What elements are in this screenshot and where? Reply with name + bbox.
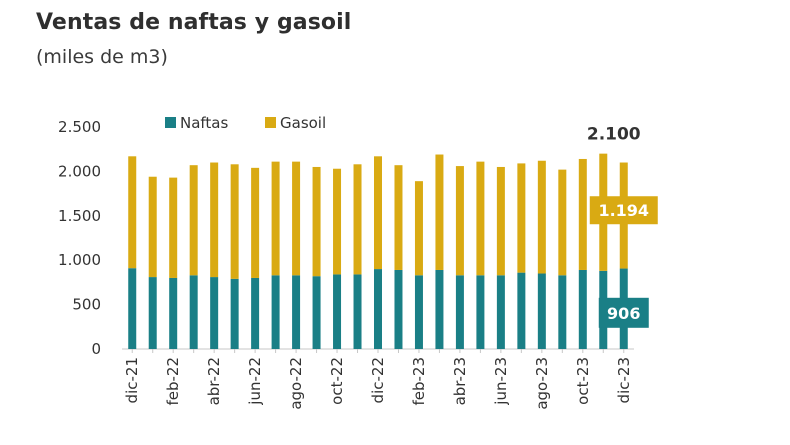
- chart-title: Ventas de naftas y gasoil: [36, 10, 352, 35]
- bar-gasoil: [394, 165, 403, 270]
- bar-gasoil: [210, 162, 219, 278]
- x-tick-label: jun-22: [246, 357, 264, 406]
- y-tick-label: 1.000: [58, 251, 101, 269]
- x-tick-label: jun-23: [492, 357, 510, 406]
- x-tick-label: feb-22: [164, 357, 182, 406]
- chart-subtitle: (miles de m3): [36, 46, 168, 68]
- bar-naftas: [148, 277, 157, 349]
- bar-gasoil: [189, 165, 198, 276]
- bar-naftas: [558, 275, 567, 349]
- bar-naftas: [169, 277, 178, 349]
- bar-gasoil: [578, 158, 587, 270]
- bar-naftas: [537, 273, 546, 349]
- bar-naftas: [271, 275, 280, 349]
- bar-gasoil: [251, 167, 260, 278]
- bar-naftas: [251, 277, 260, 349]
- bar-naftas: [578, 269, 587, 349]
- bar-naftas: [414, 275, 423, 349]
- naftas-annotation-label: 906: [607, 304, 640, 323]
- bar-gasoil: [558, 169, 567, 276]
- bar-gasoil: [537, 160, 546, 274]
- bar-naftas: [455, 275, 464, 349]
- bar-naftas: [210, 277, 219, 349]
- bar-gasoil: [414, 181, 423, 276]
- x-tick-label: feb-23: [410, 357, 428, 406]
- x-tick-label: oct-23: [574, 357, 592, 405]
- y-tick-label: 500: [72, 296, 101, 314]
- legend-swatch-naftas: [165, 117, 176, 128]
- bar-naftas: [230, 278, 239, 349]
- bar-naftas: [353, 274, 362, 349]
- y-tick-label: 0: [91, 340, 101, 358]
- bar-naftas: [292, 275, 301, 349]
- bar-gasoil: [435, 154, 444, 270]
- gasoil-annotation-label: 1.194: [598, 201, 649, 220]
- bar-gasoil: [148, 176, 157, 278]
- bar-naftas: [517, 272, 526, 349]
- gasoil-annotation-box: [589, 196, 658, 225]
- x-tick-label: ago-23: [533, 357, 551, 410]
- bar-naftas: [189, 275, 198, 349]
- bars-group: [128, 153, 628, 349]
- bar-gasoil: [292, 161, 301, 276]
- annotations: 2.100 1.194 906: [587, 125, 658, 328]
- x-tick-label: abr-23: [451, 357, 469, 405]
- bar-gasoil: [169, 177, 178, 278]
- y-tick-label: 1.500: [58, 207, 101, 225]
- bar-naftas: [374, 269, 382, 349]
- bar-gasoil: [271, 161, 280, 276]
- x-axis: dic-21 feb-22 abr-22 jun-22 ago-22 oct-22 dic-…: [123, 349, 633, 410]
- x-tick-label: dic-22: [369, 357, 387, 403]
- x-tick-label: ago-22: [287, 357, 305, 410]
- bar-gasoil: [496, 166, 505, 276]
- x-tick-label: dic-23: [615, 357, 633, 403]
- x-tick-label: dic-21: [123, 357, 141, 403]
- bar-naftas: [394, 269, 403, 349]
- x-tick-label: abr-22: [205, 357, 223, 405]
- y-tick-label: 2.000: [58, 162, 101, 180]
- legend-label-naftas: Naftas: [180, 114, 229, 132]
- bar-naftas: [496, 275, 505, 349]
- bar-gasoil: [128, 156, 137, 269]
- bar-gasoil: [353, 164, 362, 275]
- bar-gasoil: [374, 156, 382, 270]
- bar-gasoil: [333, 168, 342, 275]
- bar-naftas: [476, 275, 485, 349]
- legend: Naftas Gasoil: [165, 114, 326, 132]
- bar-gasoil: [312, 166, 321, 277]
- total-annotation: 2.100: [587, 125, 641, 145]
- bar-naftas: [435, 269, 444, 349]
- bar-naftas: [312, 276, 321, 349]
- bar-gasoil: [230, 164, 239, 279]
- bar-naftas: [128, 268, 137, 349]
- y-tick-label: 2.500: [58, 118, 101, 136]
- naftas-annotation-box: [598, 297, 649, 328]
- bar-naftas: [333, 274, 342, 349]
- legend-label-gasoil: Gasoil: [280, 114, 326, 132]
- bar-gasoil: [476, 161, 485, 276]
- bar-gasoil: [517, 163, 526, 273]
- legend-swatch-gasoil: [265, 117, 276, 128]
- x-tick-label: oct-22: [328, 357, 346, 405]
- bar-gasoil: [455, 166, 464, 276]
- y-axis: 0 500 1.000 1.500 2.000 2.500: [58, 118, 101, 358]
